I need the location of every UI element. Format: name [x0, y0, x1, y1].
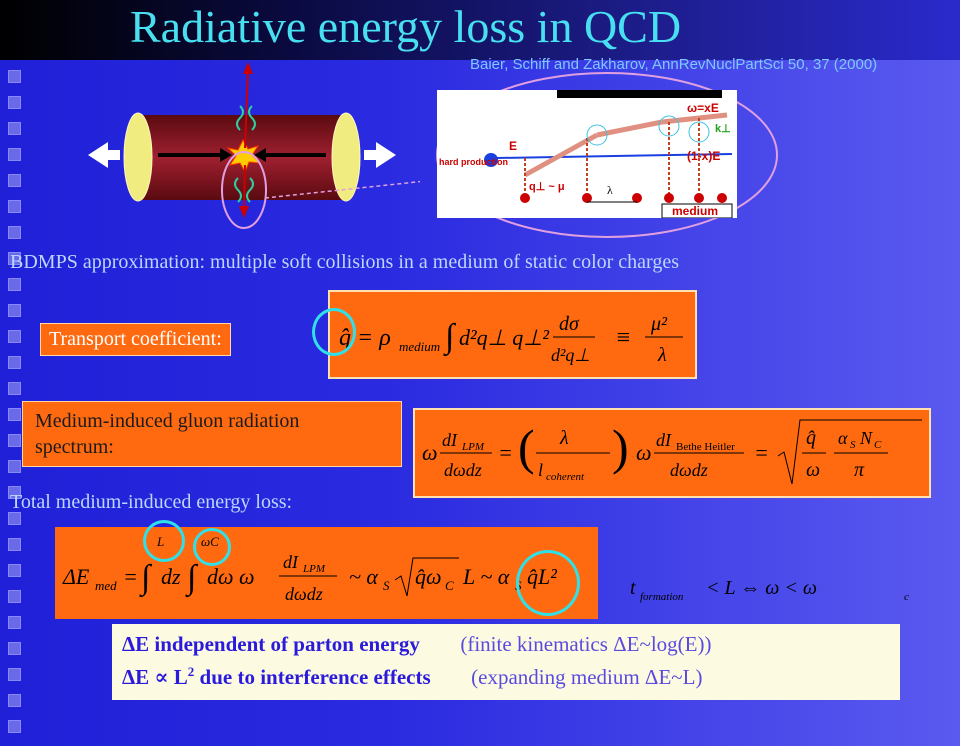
svg-text:∫: ∫	[139, 559, 153, 598]
conclusion-expanding-medium: (expanding medium ΔE~L)	[471, 665, 703, 689]
svg-text:q̂: q̂	[806, 427, 816, 449]
svg-text:=: =	[498, 440, 513, 465]
diagram-lambda: λ	[607, 183, 613, 197]
gluon-spectrum-label-line2: spectrum:	[35, 436, 114, 458]
svg-text:S: S	[383, 578, 390, 593]
diagram-medium-label: medium	[672, 204, 718, 218]
diagram-k-perp: k⊥	[715, 123, 731, 135]
svg-text:dz: dz	[161, 564, 181, 589]
svg-text:(: (	[518, 419, 535, 475]
diagram-omega-xe: ω=xE	[687, 101, 719, 115]
gluon-spectrum-label: Medium-induced gluon radiation spectrum:	[22, 401, 402, 467]
svg-text:c: c	[904, 591, 909, 603]
reference-citation: Baier, Schiff and Zakharov, AnnRevNuclPa…	[470, 56, 878, 73]
svg-text:dσ: dσ	[559, 313, 580, 335]
bdmps-diagram-drawing: λ medium hard production E (1-x)E ω=xE k…	[439, 90, 733, 219]
svg-text:formation: formation	[640, 591, 684, 603]
svg-text:L ~ α: L ~ α	[462, 564, 510, 589]
svg-text:dI: dI	[283, 552, 299, 572]
svg-text:N: N	[859, 428, 873, 448]
svg-text:=: =	[754, 440, 769, 465]
transport-formula-svg: q̂ = ρ medium ∫ d²q⊥ q⊥² dσ d²q⊥ ≡ μ² λ	[339, 313, 683, 366]
conclusion-finite-kinematics: (finite kinematics ΔE~log(E))	[460, 632, 712, 656]
svg-text:LPM: LPM	[302, 563, 326, 575]
svg-text:=: =	[123, 564, 138, 589]
diagram-1-x-e: (1-x)E	[687, 149, 720, 163]
conclusion-l-squared-exponent: 2	[187, 664, 195, 679]
svg-text:med: med	[95, 578, 117, 593]
svg-text:coherent: coherent	[546, 471, 585, 483]
qhat-highlight-circle	[312, 308, 356, 356]
svg-text:μ²: μ²	[650, 313, 668, 335]
svg-text:C: C	[874, 439, 882, 451]
svg-text:d²q⊥: d²q⊥	[551, 345, 590, 365]
gluon-spectrum-label-line1: Medium-induced gluon radiation	[35, 410, 300, 432]
svg-text:ω: ω	[636, 440, 652, 465]
svg-text:ω: ω	[422, 440, 438, 465]
diagram-e-label: E	[509, 139, 517, 153]
svg-text:l: l	[538, 460, 543, 480]
diagram-hard-production: hard production	[439, 157, 508, 167]
svg-text:ΔE: ΔE	[62, 564, 90, 589]
conclusion-independent-energy: ΔE independent of parton energy	[122, 632, 420, 656]
svg-text:q̂ω: q̂ω	[415, 564, 442, 589]
conclusion-row-2: ΔE ∝ L2 due to interference effects (exp…	[122, 664, 702, 690]
svg-text:∫: ∫	[185, 559, 199, 598]
svg-text:π: π	[854, 459, 865, 481]
decor-squares	[8, 70, 26, 746]
transport-coefficient-label: Transport coefficient:	[40, 323, 231, 356]
svg-text:< L ⇔ ω < ω: < L ⇔ ω < ω	[706, 577, 817, 599]
svg-text:dω ω: dω ω	[207, 564, 255, 589]
bdmps-diagram: λ medium hard production E (1-x)E ω=xE k…	[437, 90, 737, 219]
l-squared-highlight-circle	[516, 550, 580, 616]
svg-text:≡: ≡	[615, 325, 631, 351]
svg-text:dI: dI	[656, 430, 672, 450]
svg-text:LPM: LPM	[461, 441, 485, 453]
svg-text:ω: ω	[806, 459, 820, 481]
diagram-q-perp-mu: q⊥ ~ μ	[529, 181, 565, 193]
svg-text:medium: medium	[399, 339, 440, 354]
spectrum-formula-svg: ω dI LPM dωdz = ( λ l coherent ) ω dI Bethe…	[422, 419, 922, 485]
slide-title: Radiative energy loss in QCD	[130, 1, 682, 52]
gluon-spectrum-formula: ω dI LPM dωdz = ( λ l coherent ) ω dI Bethe…	[413, 408, 931, 498]
svg-text:dωdz: dωdz	[444, 460, 482, 480]
svg-text:λ: λ	[559, 427, 569, 449]
conclusions-box: ΔE independent of parton energy (finite …	[112, 624, 900, 700]
svg-text:λ: λ	[657, 344, 667, 366]
l-highlight-circle	[143, 520, 185, 562]
conclusion-interference: due to interference effects	[194, 665, 431, 689]
conclusion-l-squared-prefix: ΔE ∝ L	[122, 665, 188, 689]
svg-text:): )	[612, 419, 629, 475]
svg-text:∫: ∫	[443, 318, 457, 357]
bdmps-approximation-text: BDMPS approximation: multiple soft colli…	[10, 251, 679, 273]
svg-text:dI: dI	[442, 430, 458, 450]
conclusion-row-1: ΔE independent of parton energy (finite …	[122, 632, 711, 657]
svg-text:C: C	[445, 578, 454, 593]
svg-text:dωdz: dωdz	[670, 460, 708, 480]
svg-text:Bethe Heitler: Bethe Heitler	[676, 441, 735, 453]
svg-text:t: t	[630, 577, 636, 599]
svg-text:α: α	[838, 428, 848, 448]
svg-text:d²q⊥ q⊥²: d²q⊥ q⊥²	[459, 325, 549, 350]
omega-c-highlight-circle	[193, 528, 231, 566]
title-band	[0, 0, 960, 60]
formation-time-relation: t formation < L ⇔ ω < ω c	[630, 577, 909, 603]
svg-text:S: S	[850, 439, 856, 451]
total-energy-loss-label: Total medium-induced energy loss:	[10, 491, 293, 513]
svg-text:~ α: ~ α	[349, 564, 378, 589]
transport-coefficient-formula: q̂ = ρ medium ∫ d²q⊥ q⊥² dσ d²q⊥ ≡ μ² λ	[328, 290, 697, 379]
collision-illustration	[88, 62, 420, 229]
svg-text:dωdz: dωdz	[285, 584, 323, 604]
